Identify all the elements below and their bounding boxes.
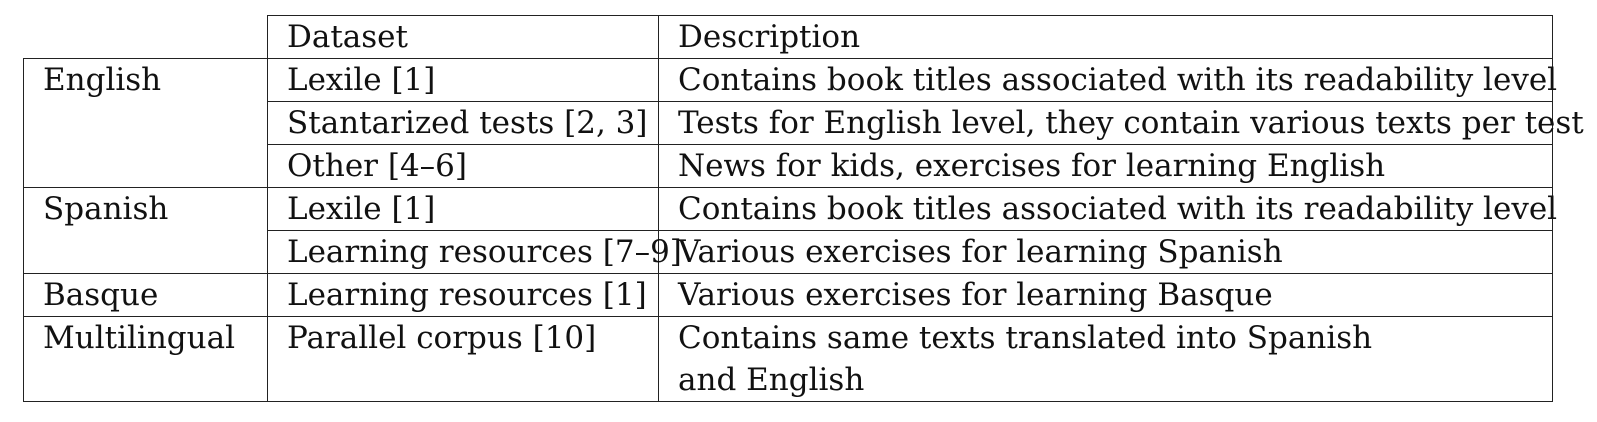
language-label-english: English: [23, 58, 268, 188]
header-row: Dataset Description: [24, 15, 1553, 59]
dataset-cell: Learning resources [1]: [267, 273, 659, 317]
table-row: Learning resources [7–9] Various exercis…: [24, 230, 1553, 274]
dataset-cell: Stantarized tests [2, 3]: [267, 101, 659, 145]
table-row: Spanish Lexile [1] Contains book titles …: [23, 187, 1557, 274]
table-row: Basque Learning resources [1] Various ex…: [23, 273, 1553, 317]
dataset-cell: Lexile [1]: [267, 187, 659, 231]
language-label-multilingual: Multilingual: [23, 316, 268, 402]
language-label-spanish: Spanish: [23, 187, 268, 274]
datasets-table: Dataset Description English Lexile [1] C…: [23, 15, 1584, 402]
dataset-cell: Other [4–6]: [267, 144, 659, 188]
dataset-cell: Parallel corpus [10]: [267, 316, 659, 402]
table-row: Stantarized tests [2, 3] Tests for Engli…: [24, 101, 1584, 145]
column-header-description: Description: [658, 15, 1553, 59]
empty-corner-cell: [24, 16, 268, 59]
description-cell: Various exercises for learning Basque: [658, 273, 1553, 317]
description-cell: Contains book titles associated with its…: [658, 187, 1557, 231]
description-cell: Contains same texts translated into Span…: [658, 316, 1553, 402]
table-row: Other [4–6] News for kids, exercises for…: [24, 144, 1553, 188]
language-label-basque: Basque: [23, 273, 268, 317]
table-row: Multilingual Parallel corpus [10] Contai…: [23, 316, 1553, 402]
table-row: English Lexile [1] Contains book titles …: [23, 58, 1557, 188]
description-line: Contains same texts translated into Span…: [678, 320, 1373, 356]
description-cell: Contains book titles associated with its…: [658, 58, 1557, 102]
description-cell: News for kids, exercises for learning En…: [658, 144, 1553, 188]
dataset-cell: Lexile [1]: [267, 58, 659, 102]
description-line: and English: [678, 362, 865, 398]
description-cell: Various exercises for learning Spanish: [658, 230, 1553, 274]
column-header-dataset: Dataset: [267, 15, 659, 59]
dataset-cell: Learning resources [7–9]: [267, 230, 682, 274]
description-cell: Tests for English level, they contain va…: [658, 101, 1584, 145]
